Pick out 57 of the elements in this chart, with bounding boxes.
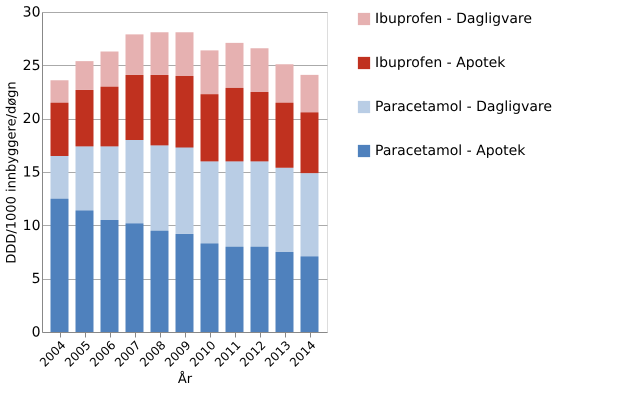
y-axis-title: DDD/1000 innbyggere/døgn	[4, 81, 20, 264]
bar	[150, 145, 168, 231]
bar	[50, 156, 68, 199]
bar	[50, 102, 68, 156]
y-tick-label: 15	[22, 164, 40, 180]
bar	[300, 256, 318, 332]
bar	[300, 112, 318, 174]
bar	[226, 42, 244, 88]
bar	[50, 198, 68, 332]
bar	[100, 220, 118, 332]
y-tick-label: 25	[22, 58, 40, 74]
bar	[176, 147, 194, 234]
y-tick-label: 0	[32, 324, 40, 340]
bar	[100, 51, 118, 87]
bar	[76, 146, 94, 210]
bar	[300, 74, 318, 112]
bar	[150, 74, 168, 146]
bar	[300, 173, 318, 256]
bar	[250, 92, 268, 162]
bar	[126, 223, 144, 332]
y-tick-label: 30	[22, 4, 40, 20]
bar	[276, 102, 294, 168]
legend-label: Paracetamol - Apotek	[375, 143, 526, 159]
bar	[76, 210, 94, 332]
bar	[150, 32, 168, 75]
bar	[176, 32, 194, 76]
bar	[276, 168, 294, 252]
bar	[226, 161, 244, 247]
bar	[226, 246, 244, 332]
y-tick-label: 5	[32, 271, 40, 288]
bar	[50, 80, 68, 103]
bar	[176, 234, 194, 332]
legend-label: Ibuprofen - Apotek	[375, 55, 506, 71]
bar	[250, 246, 268, 332]
bar	[276, 64, 294, 103]
x-axis-title: År	[178, 370, 193, 387]
y-tick-label: 10	[22, 218, 40, 234]
bar	[150, 230, 168, 332]
bar	[276, 252, 294, 332]
bar	[76, 90, 94, 146]
bar	[176, 76, 194, 148]
bar	[126, 34, 144, 75]
bar	[76, 61, 94, 90]
bar	[250, 48, 268, 92]
bar	[226, 88, 244, 162]
bar	[200, 161, 218, 244]
bar	[100, 146, 118, 220]
y-tick-label: 20	[22, 111, 40, 128]
bar	[200, 50, 218, 94]
bar	[250, 161, 268, 247]
bar	[126, 74, 144, 140]
bar	[126, 140, 144, 224]
legend-label: Paracetamol - Dagligvare	[375, 99, 552, 115]
legend-label: Ibuprofen - Dagligvare	[375, 11, 532, 27]
bar	[200, 94, 218, 162]
bar	[100, 86, 118, 146]
bar	[200, 243, 218, 332]
